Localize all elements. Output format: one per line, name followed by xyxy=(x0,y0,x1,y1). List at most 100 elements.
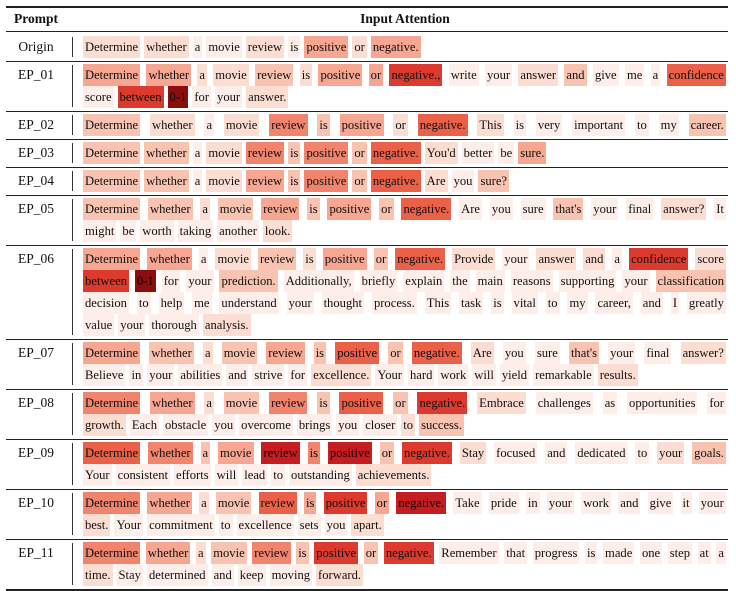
attention-token: Are xyxy=(459,198,483,220)
attention-token: negative. xyxy=(417,114,468,136)
prompt-name: EP_01 xyxy=(17,67,54,82)
row-rule xyxy=(6,489,728,490)
attention-cell: Determine whether a movie review is positive or… xyxy=(83,64,726,108)
row-rule xyxy=(6,389,728,390)
attention-token: or xyxy=(374,492,390,514)
attention-token: Determine xyxy=(83,64,141,86)
attention-token: your xyxy=(546,492,574,514)
attention-token: review xyxy=(255,64,294,86)
attention-token: is xyxy=(513,114,527,136)
attention-token: time. xyxy=(83,564,113,586)
prompt-name: EP_10 xyxy=(17,495,54,510)
attention-token: score xyxy=(83,86,114,108)
attention-token: pride xyxy=(488,492,519,514)
attention-token: is xyxy=(288,142,301,164)
attention-token: strive xyxy=(252,364,285,386)
attention-token: review xyxy=(245,170,285,192)
attention-token: step xyxy=(667,542,693,564)
attention-token: sure xyxy=(520,198,546,220)
text-line: Determine whether a movie review is positive or… xyxy=(83,142,726,164)
attention-cell: Determine whether a movie review is positive or… xyxy=(83,492,726,536)
attention-token: 0-1 xyxy=(167,86,189,108)
attention-token: positive xyxy=(339,392,384,414)
attention-token: write xyxy=(448,64,479,86)
attention-token: growth. xyxy=(83,414,126,436)
prompt-name: Origin xyxy=(18,39,54,54)
text-line: decision to help me understand your thought pro… xyxy=(83,292,726,314)
attention-token: your xyxy=(215,86,243,108)
attention-token: movie xyxy=(211,542,247,564)
attention-token: Determine xyxy=(83,342,141,364)
attention-token: is xyxy=(288,36,301,58)
attention-token: determined xyxy=(146,564,208,586)
attention-token: This xyxy=(477,114,504,136)
attention-token: brings xyxy=(296,414,333,436)
attention-token: that xyxy=(504,542,528,564)
column-divider xyxy=(72,199,73,241)
attention-token: you xyxy=(212,414,236,436)
attention-token: outstanding xyxy=(289,464,352,486)
attention-token: process. xyxy=(371,292,417,314)
attention-token: to xyxy=(635,442,650,464)
column-divider xyxy=(72,393,73,435)
attention-cell: Determine whether a movie review is positive or… xyxy=(83,392,726,436)
attention-token: excellence xyxy=(236,514,294,536)
attention-token: progress xyxy=(532,542,580,564)
attention-token: is xyxy=(307,442,320,464)
attention-token: best. xyxy=(83,514,111,536)
attention-token: a xyxy=(716,542,726,564)
attention-token: to xyxy=(271,464,286,486)
text-line: time. Stay determined and keep moving forward. xyxy=(83,564,726,586)
attention-token: Determine xyxy=(83,36,141,58)
attention-token: answer xyxy=(536,248,577,270)
attention-token: and xyxy=(583,248,606,270)
attention-token: between xyxy=(83,270,129,292)
attention-token: Are xyxy=(470,342,494,364)
attention-cell: Determine whether a movie review is positive or… xyxy=(83,36,726,58)
attention-token: is xyxy=(491,292,504,314)
attention-token: me xyxy=(624,64,645,86)
text-line: Determine whether a movie review is positive or… xyxy=(83,542,726,564)
attention-token: and xyxy=(640,292,663,314)
attention-token: negative. xyxy=(395,248,446,270)
attention-token: supporting xyxy=(558,270,617,292)
attention-token: for xyxy=(288,364,308,386)
attention-token: between xyxy=(117,86,164,108)
attention-token: review xyxy=(252,542,291,564)
attention-token: overcome xyxy=(239,414,293,436)
text-line: best. Your commitment to excellence sets you ap… xyxy=(83,514,726,536)
attention-token: worth xyxy=(140,220,174,242)
attention-token: answer? xyxy=(680,342,726,364)
attention-token: keep xyxy=(237,564,266,586)
text-line: Believe in your abilities and strive for excell… xyxy=(83,364,726,386)
attention-token: that's xyxy=(553,198,584,220)
attention-token: goals. xyxy=(692,442,726,464)
attention-token: review xyxy=(245,36,285,58)
attention-cell: Determine whether a movie review is positive or… xyxy=(83,198,726,242)
row-rule xyxy=(6,439,728,440)
column-divider xyxy=(72,343,73,385)
attention-token: answer. xyxy=(246,86,289,108)
column-divider xyxy=(72,543,73,585)
attention-token: your xyxy=(622,270,650,292)
attention-token: briefly xyxy=(359,270,398,292)
attention-token: efforts xyxy=(174,464,211,486)
row-rule xyxy=(6,339,728,340)
attention-token: value xyxy=(83,314,115,336)
attention-token: positive xyxy=(304,170,349,192)
attention-token: movie xyxy=(218,442,254,464)
attention-token: might xyxy=(83,220,117,242)
attention-token: whether xyxy=(149,342,194,364)
attention-cell: Determine whether a movie review is positive or… xyxy=(83,170,726,192)
attention-token: at xyxy=(697,542,711,564)
attention-token: a xyxy=(200,198,210,220)
attention-token: movie xyxy=(221,342,258,364)
attention-token: help xyxy=(158,292,185,314)
attention-token: for xyxy=(707,392,726,414)
attention-token: explain xyxy=(403,270,445,292)
attention-token: greatly xyxy=(686,292,726,314)
row-rule xyxy=(6,167,728,168)
attention-token: the xyxy=(450,270,470,292)
attention-token: positive xyxy=(335,342,380,364)
attention-token: It xyxy=(714,198,726,220)
